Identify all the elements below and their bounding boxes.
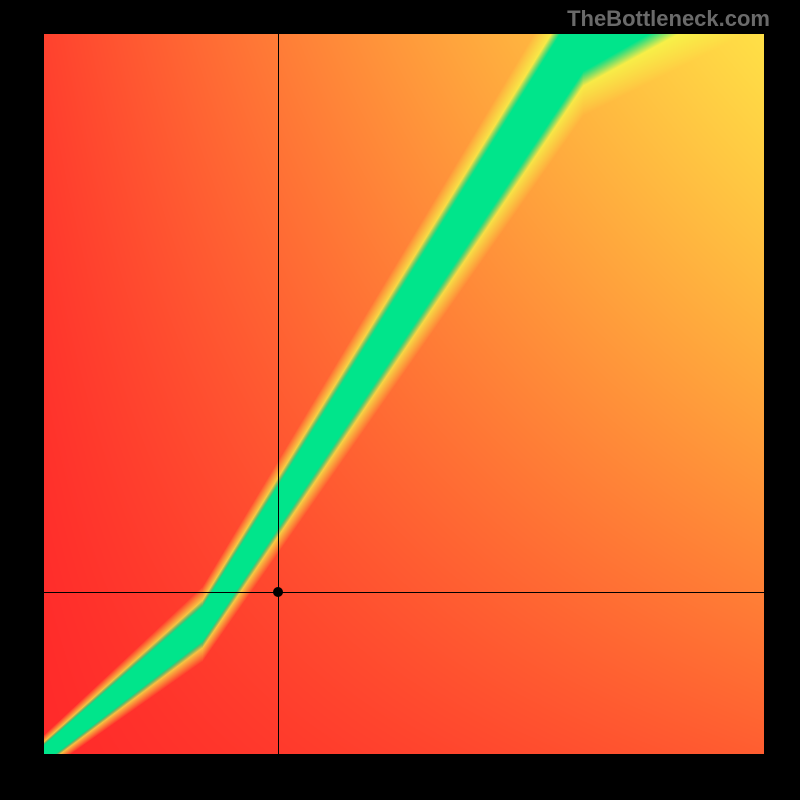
heatmap-plot xyxy=(44,34,764,754)
crosshair-horizontal xyxy=(44,592,764,593)
heatmap-canvas xyxy=(44,34,764,754)
watermark-text: TheBottleneck.com xyxy=(567,6,770,32)
crosshair-marker xyxy=(273,587,283,597)
crosshair-vertical xyxy=(278,34,279,754)
